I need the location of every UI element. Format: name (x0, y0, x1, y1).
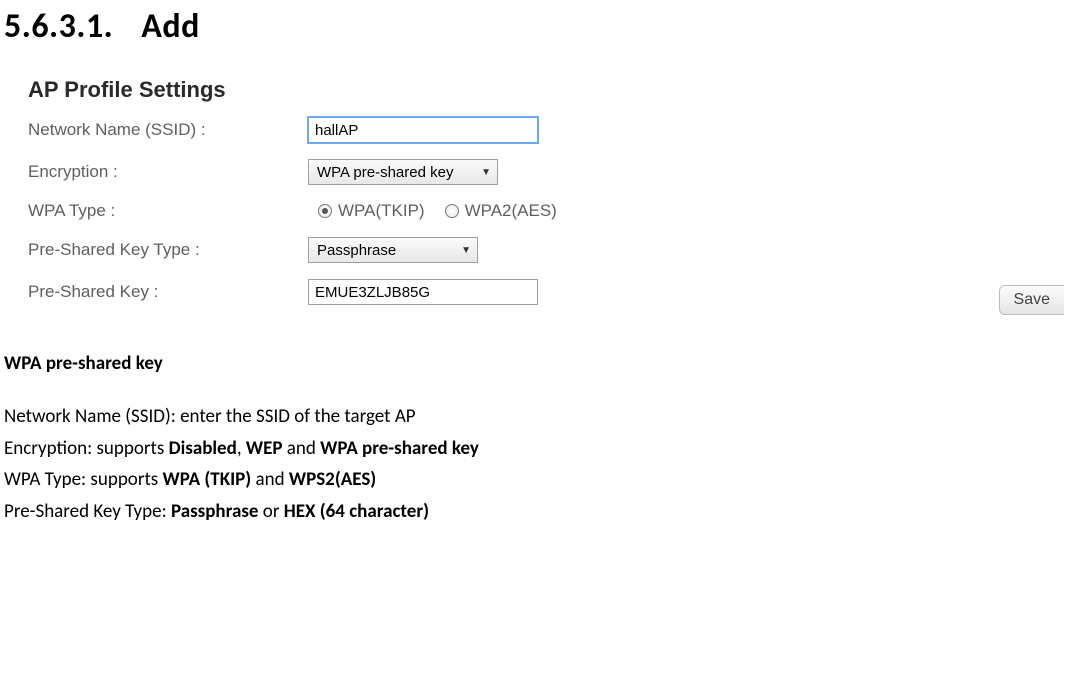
row-psk: Pre-Shared Key : (28, 279, 1058, 305)
label-wpa-type: WPA Type : (28, 201, 308, 221)
radio-icon (445, 204, 459, 218)
chevron-down-icon: ▼ (461, 245, 471, 256)
radio-label: WPA2(AES) (465, 201, 557, 221)
doc-line: Encryption: supports Disabled, WEP and W… (4, 434, 1084, 463)
psk-input[interactable] (308, 279, 538, 305)
section-title: Add (141, 6, 200, 47)
label-psk-type: Pre-Shared Key Type : (28, 240, 308, 260)
row-encryption: Encryption : WPA pre-shared key ▼ (28, 159, 1058, 185)
doc-line: WPA Type: supports WPA (TKIP) and WPS2(A… (4, 465, 1084, 494)
radio-wpa2-aes[interactable]: WPA2(AES) (445, 201, 557, 221)
encryption-select[interactable]: WPA pre-shared key ▼ (308, 159, 498, 185)
label-psk: Pre-Shared Key : (28, 282, 308, 302)
psk-type-select-value: Passphrase (317, 242, 396, 259)
wpa-type-radio-group: WPA(TKIP) WPA2(AES) (318, 201, 557, 221)
row-ssid: Network Name (SSID) : (28, 117, 1058, 143)
row-wpa-type: WPA Type : WPA(TKIP) WPA2(AES) (28, 201, 1058, 221)
radio-icon (318, 204, 332, 218)
doc-description: WPA pre-shared key Network Name (SSID): … (4, 349, 1084, 526)
encryption-select-value: WPA pre-shared key (317, 164, 453, 181)
psk-type-select[interactable]: Passphrase ▼ (308, 237, 478, 263)
save-button[interactable]: Save (999, 285, 1064, 315)
section-number: 5.6.3.1. (4, 6, 113, 47)
radio-wpa-tkip[interactable]: WPA(TKIP) (318, 201, 425, 221)
panel-title: AP Profile Settings (28, 77, 1058, 103)
doc-line: Pre-Shared Key Type: Passphrase or HEX (… (4, 497, 1084, 526)
doc-subheading: WPA pre-shared key (4, 349, 1084, 378)
label-ssid: Network Name (SSID) : (28, 120, 308, 140)
label-encryption: Encryption : (28, 162, 308, 182)
doc-line: Network Name (SSID): enter the SSID of t… (4, 402, 1084, 431)
radio-label: WPA(TKIP) (338, 201, 425, 221)
ap-profile-settings-panel: AP Profile Settings Network Name (SSID) … (28, 77, 1058, 305)
row-psk-type: Pre-Shared Key Type : Passphrase ▼ (28, 237, 1058, 263)
chevron-down-icon: ▼ (481, 167, 491, 178)
ssid-input[interactable] (308, 117, 538, 143)
section-heading: 5.6.3.1. Add (4, 6, 1084, 47)
